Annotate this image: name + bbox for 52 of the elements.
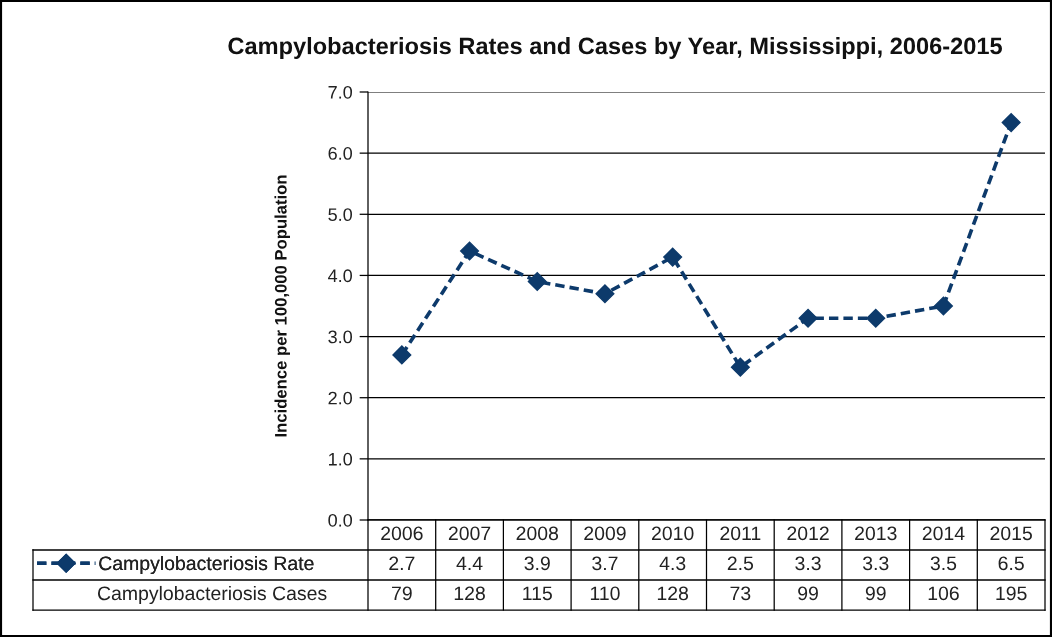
x-tick-label: 2008 (516, 526, 559, 541)
y-tick-label: 2.0 (328, 391, 353, 405)
data-label: 3.3 (862, 556, 889, 571)
text: 128 (454, 586, 485, 601)
y-tick-label: 0.0 (328, 513, 353, 527)
y-tick-label: 1.0 (329, 452, 353, 466)
point (933, 296, 953, 316)
x-tick-label: 2010 (652, 526, 694, 541)
data-label: 2.5 (727, 556, 754, 571)
text: 79 (392, 586, 412, 601)
text: 110 (590, 586, 620, 601)
point (595, 284, 615, 304)
point (730, 357, 750, 377)
x-tick-label: 2009 (584, 526, 626, 541)
point (527, 272, 547, 292)
data-label: 3.3 (795, 556, 821, 571)
data-label: 3.5 (930, 556, 957, 571)
x-tick-label: 2013 (855, 526, 897, 541)
point (1001, 113, 1021, 133)
point (460, 241, 480, 261)
data-label: 3.7 (592, 556, 618, 571)
text: 106 (928, 586, 959, 601)
x-tick-label: 2014 (922, 526, 965, 541)
point (866, 308, 886, 328)
chart-title: Campylobacteriosis Rates and Cases by Year, Mississippi, 2006-2015 (228, 37, 1002, 59)
data-label: 6.5 (998, 556, 1024, 571)
data-label: 4.4 (456, 556, 483, 571)
text: 99 (865, 586, 886, 601)
text: 128 (657, 586, 689, 601)
legend-label: Campylobacteriosis Rate (99, 555, 314, 575)
text: 99 (798, 586, 818, 601)
y-tick-label: 7.0 (328, 85, 353, 99)
x-tick-label: 2011 (720, 526, 761, 541)
text: Campylobacteriosis Cases (97, 585, 327, 605)
text: 73 (730, 586, 751, 601)
x-tick-label: 2015 (990, 526, 1032, 541)
data-label: 2.7 (389, 556, 415, 571)
y-tick-label: 4.0 (328, 269, 353, 283)
text: 195 (996, 586, 1027, 601)
y-tick-label: 6.0 (328, 147, 353, 160)
point (392, 345, 412, 365)
x-tick-label: 2012 (787, 526, 829, 541)
x-tick-label: 2006 (381, 526, 423, 541)
text: 115 (523, 586, 552, 601)
y-tick-label: 5.0 (328, 208, 353, 222)
y-axis-title: Incidence per 100,000 Population (274, 175, 290, 437)
y-tick-label: 3.0 (328, 330, 353, 344)
x-tick-label: 2007 (448, 526, 491, 541)
data-label: 4.3 (659, 556, 686, 571)
point (798, 308, 818, 328)
point (663, 247, 683, 267)
data-label: 3.9 (524, 556, 550, 571)
